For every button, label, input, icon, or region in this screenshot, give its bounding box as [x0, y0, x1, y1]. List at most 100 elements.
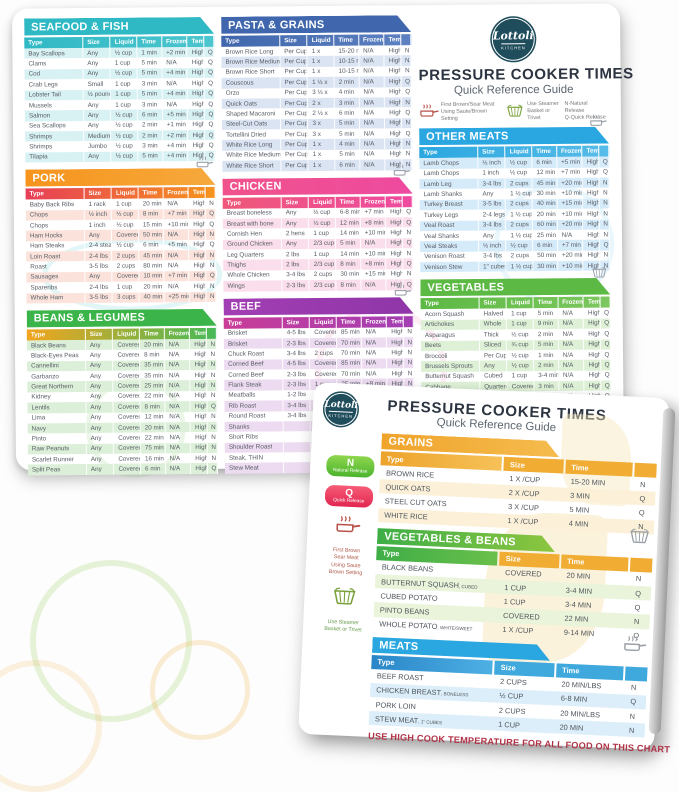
cell-release: Q: [598, 156, 610, 168]
cell-size: Per Cup: [280, 56, 308, 68]
cell-liquid: ½ cup: [505, 167, 533, 179]
brand-block: Lottoli KITCHEN PRESSURE COOKER TIMES Qu…: [418, 13, 634, 122]
column-header-type: Type: [221, 35, 281, 47]
column-header-temp: Temp: [190, 327, 207, 339]
cell-size: 2-4 steaks: [84, 240, 113, 252]
cell-frozen: +10 min: [360, 248, 387, 260]
cell-liquid: ½ cup: [111, 120, 139, 131]
cell-liquid: 1 ½ x: [308, 76, 335, 88]
cell-size: [283, 420, 312, 432]
column-header-temp: Temp: [582, 145, 599, 157]
cell-size: 2-3 lbs: [282, 280, 310, 291]
cell-frozen: N/A: [162, 99, 189, 110]
cell-liquid: 2 x: [308, 97, 335, 109]
cell-time: 10-15 min: [334, 66, 360, 77]
cell-release: Q: [402, 258, 414, 270]
column-header-type: Type: [419, 146, 479, 159]
cell-release: Q: [204, 140, 216, 151]
cell-type: Rib Roast: [224, 400, 284, 412]
cell-size: 4-5 lbs: [282, 327, 311, 339]
cell-time: 70 min: [336, 337, 362, 349]
cell-release: Q: [600, 307, 611, 319]
cell-release: Q: [600, 370, 612, 381]
cell-size: Any: [83, 99, 112, 111]
column-header-type: Type: [420, 297, 480, 310]
cell-size: [283, 441, 312, 453]
cell-time: 20 min: [140, 422, 166, 433]
legend-natural-release: N-Natural Release: [564, 100, 588, 114]
column-header-size: Size: [479, 297, 508, 309]
cell-frozen: +2 min: [162, 130, 189, 141]
cell-release: Q: [205, 218, 216, 230]
cell-liquid: Covered: [114, 453, 142, 465]
cell-liquid: 3 ½ x: [308, 87, 335, 98]
cell-release: Q: [205, 270, 217, 282]
cell-frozen: N/A: [359, 55, 385, 67]
column-header-size: Size: [85, 328, 114, 340]
cell-time: 10 min: [139, 271, 165, 282]
column-header-liquid: Liquid: [506, 297, 534, 309]
cell-liquid: Covered: [113, 339, 141, 351]
cell-release: N: [205, 249, 217, 261]
cell-temp: High: [187, 78, 205, 89]
cell-type: Brown Rice Medium: [221, 56, 281, 68]
cell-frozen: N/A: [359, 118, 386, 129]
cell-liquid: 1 cup: [112, 198, 139, 210]
big-card-column-2: PASTA & GRAINS Type Size Liquid Time Frozen Te…: [221, 15, 416, 474]
cell-time: 2 min: [138, 119, 163, 131]
cell-release: Q: [598, 167, 610, 178]
cell-release: Q: [204, 78, 215, 89]
cell-size: 3-4 lbs: [283, 400, 311, 411]
cell-type: Lamb Shanks: [419, 188, 479, 200]
cell-release: Q: [204, 88, 215, 99]
cell-frozen: +4 min: [162, 88, 189, 100]
cell-temp: High: [584, 359, 601, 371]
cell-temp: High: [387, 368, 404, 379]
cell-type: Beets: [420, 340, 480, 351]
cell-temp: High: [191, 432, 208, 443]
cell-frozen: N/A: [361, 347, 388, 359]
cell-type: Brown Rice Long: [221, 46, 281, 58]
column-header-frozen: Frozen: [558, 297, 584, 309]
cell-frozen: N/A: [163, 229, 190, 240]
cell-liquid: 2 ½ x: [308, 108, 335, 119]
cell-time: 20 min: [138, 198, 164, 210]
cell-temp: High: [190, 369, 207, 381]
column-header-release: [634, 462, 657, 478]
cell-liquid: 2/3 cup: [309, 238, 337, 250]
type-suffix: , WHITE/SWEET: [437, 625, 473, 632]
cell-size: Any: [86, 422, 115, 434]
cell-time: 20 min: [532, 209, 558, 220]
cell-frozen: N/A: [359, 76, 386, 88]
cell-type: Lobster Tail: [24, 89, 84, 101]
cell-time: 9 min: [533, 318, 559, 330]
cell-frozen: +10 min: [360, 227, 387, 239]
cell-liquid: 3 cups: [112, 292, 140, 303]
cell-liquid: 1 cup: [507, 318, 534, 330]
cell-liquid: Covered: [113, 380, 141, 392]
cell-liquid: ¾ cup: [507, 339, 535, 351]
cell-type: Crab Legs: [24, 79, 84, 91]
cell-type: Loin Roast: [26, 251, 86, 262]
cell-frozen: +5 min: [163, 239, 190, 251]
large-reference-chart-card: SEAFOOD & FISH Type Size Liquid Time Frozen Te…: [11, 3, 634, 479]
cell-type: Ham Steaks: [26, 240, 86, 252]
cell-time: 8 min: [336, 259, 362, 270]
cell-type: Butternut Squash: [421, 371, 481, 383]
cell-release: Q: [402, 237, 414, 249]
cell-frozen: N/A: [164, 281, 190, 292]
note-line: Basket or Trivet: [324, 626, 362, 634]
cell-size: Any: [85, 271, 113, 283]
cell-type: Breast boneless: [222, 207, 282, 219]
cell-frozen: +5 min: [162, 109, 189, 120]
legend-steamer: Use Steamer Basket or Trivet: [505, 101, 565, 122]
column-header-time: Time: [138, 187, 164, 199]
cell-type: Steel-Cut Oats: [221, 118, 281, 130]
saute-pan-icon: [392, 164, 411, 182]
cell-size: 2-3 lbs: [283, 379, 311, 391]
cell-temp: High: [189, 229, 206, 240]
cell-frozen: N/A: [558, 318, 585, 330]
cell-type: Veal Shanks: [419, 230, 479, 242]
cell-release: N: [205, 281, 217, 292]
cell-liquid: 1 x: [308, 139, 336, 150]
